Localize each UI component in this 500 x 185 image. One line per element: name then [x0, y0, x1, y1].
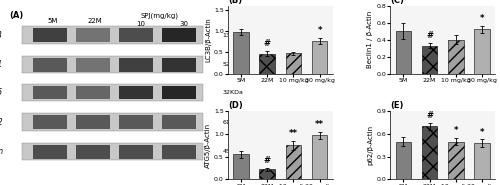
Text: **: ** — [315, 120, 324, 129]
Bar — [448, 40, 464, 74]
Text: **: ** — [289, 129, 298, 138]
Bar — [33, 28, 68, 42]
Text: p62: p62 — [0, 117, 3, 127]
Bar — [286, 145, 302, 179]
Bar — [76, 58, 110, 72]
Bar — [260, 54, 275, 74]
Bar — [396, 142, 411, 179]
Bar — [286, 53, 302, 74]
Text: 5M: 5M — [47, 18, 58, 24]
Bar — [474, 143, 490, 179]
Bar — [33, 145, 68, 159]
Bar — [312, 135, 328, 179]
Text: (C): (C) — [390, 0, 404, 5]
Text: (A): (A) — [10, 11, 24, 20]
Text: 22M: 22M — [88, 18, 102, 24]
Text: β-Actin: β-Actin — [0, 147, 3, 156]
Text: #: # — [264, 156, 271, 165]
Bar — [162, 58, 196, 72]
Text: *: * — [318, 26, 322, 35]
Bar — [162, 85, 196, 100]
Bar — [33, 58, 68, 72]
Text: 61KDa: 61KDa — [222, 120, 243, 125]
Bar — [396, 31, 411, 74]
Text: ATG5: ATG5 — [0, 88, 3, 97]
Bar — [474, 29, 490, 74]
Text: 45KDa: 45KDa — [222, 149, 243, 154]
Y-axis label: Beclin1 / β-Actin: Beclin1 / β-Actin — [368, 11, 374, 68]
Text: #: # — [426, 111, 433, 120]
Bar — [76, 115, 110, 129]
Bar — [422, 126, 438, 179]
Text: 30: 30 — [179, 21, 188, 27]
Bar — [233, 154, 249, 179]
Bar — [162, 28, 196, 42]
Text: *: * — [480, 14, 484, 23]
Bar — [422, 46, 438, 74]
Bar — [448, 142, 464, 179]
Bar — [233, 32, 249, 74]
Y-axis label: ATG5/β-Actin: ATG5/β-Actin — [206, 123, 212, 168]
Bar — [119, 58, 154, 72]
Text: LC3B: LC3B — [0, 31, 3, 40]
Bar — [162, 145, 196, 159]
Bar — [119, 28, 154, 42]
Y-axis label: LC3B/β-Actin: LC3B/β-Actin — [206, 17, 212, 62]
Bar — [22, 143, 203, 160]
Bar — [162, 115, 196, 129]
Bar — [119, 145, 154, 159]
Text: SPJ(mg/kg): SPJ(mg/kg) — [141, 13, 179, 19]
Bar — [76, 28, 110, 42]
Bar — [22, 26, 203, 44]
Bar — [76, 85, 110, 100]
Text: #: # — [426, 31, 433, 40]
Text: #: # — [264, 39, 271, 48]
Text: 13KDa: 13KDa — [222, 33, 243, 38]
Y-axis label: p62/β-Actin: p62/β-Actin — [368, 125, 374, 165]
Text: *: * — [454, 126, 458, 135]
Bar — [119, 115, 154, 129]
Text: 10: 10 — [136, 21, 145, 27]
Bar — [22, 56, 203, 73]
Bar — [76, 145, 110, 159]
Bar — [312, 41, 328, 74]
Bar — [119, 85, 154, 100]
Text: 52KDa: 52KDa — [222, 62, 243, 67]
Text: (D): (D) — [228, 102, 243, 110]
Text: *: * — [480, 128, 484, 137]
Bar — [22, 84, 203, 101]
Bar — [33, 115, 68, 129]
Text: (B): (B) — [228, 0, 242, 5]
Text: (E): (E) — [390, 102, 404, 110]
Bar — [22, 113, 203, 131]
Text: 32KDa: 32KDa — [222, 90, 243, 95]
Bar — [260, 169, 275, 179]
Bar — [33, 85, 68, 100]
Text: Beclin1: Beclin1 — [0, 60, 3, 69]
